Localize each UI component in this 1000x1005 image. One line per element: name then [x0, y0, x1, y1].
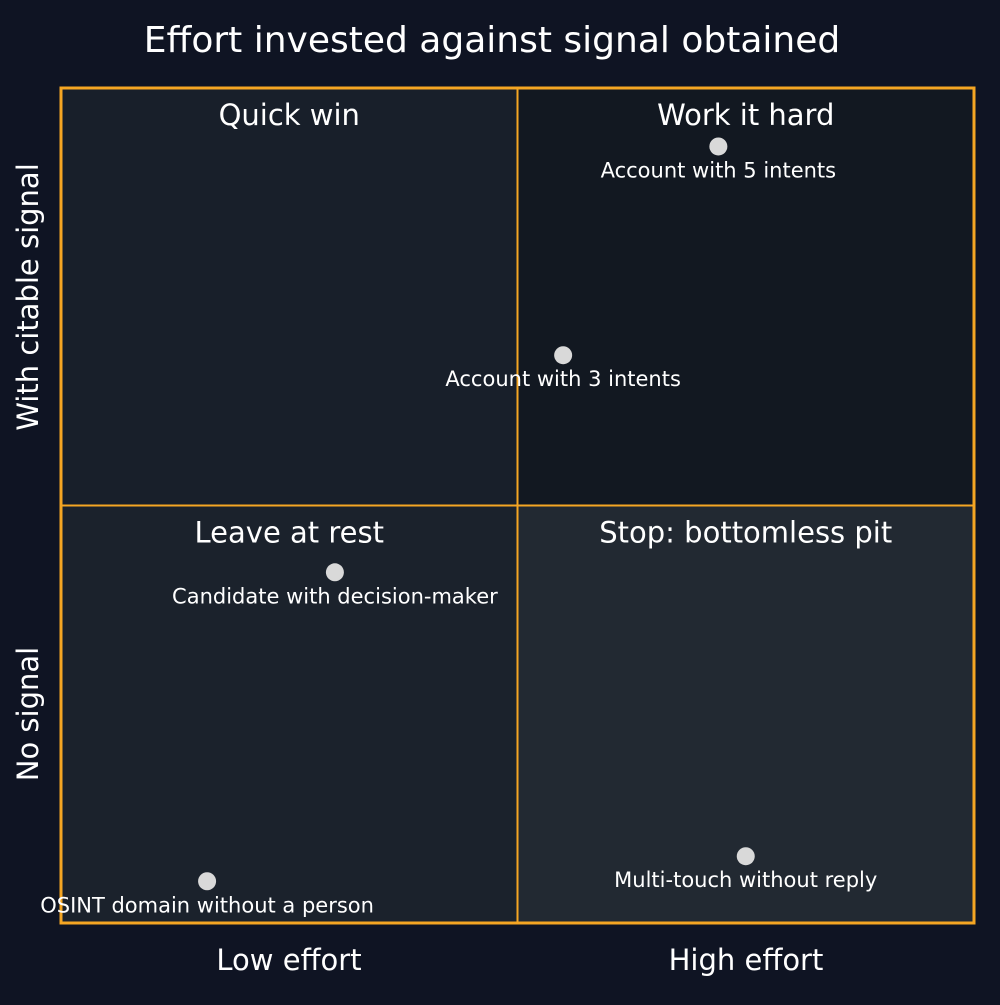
data-point-label: Account with 3 intents [445, 367, 681, 391]
data-point-label: OSINT domain without a person [40, 893, 374, 917]
quadrant-label-bottom-left: Leave at rest [195, 516, 384, 550]
quadrant-top-right [517, 88, 974, 506]
data-point-label: Multi-touch without reply [614, 868, 877, 892]
quadrant-layer: Quick win Work it hard Leave at rest Stop: … [61, 88, 974, 923]
data-point [736, 847, 755, 866]
data-point [554, 346, 573, 365]
quadrant-top-left [61, 88, 518, 506]
quadrant-label-bottom-right: Stop: bottomless pit [599, 516, 892, 550]
x-axis-label-high: High effort [669, 943, 824, 977]
x-axis-label-low: Low effort [216, 943, 361, 977]
quadrant-bottom-left [61, 505, 518, 923]
y-axis-label-low: No signal [11, 647, 45, 781]
chart-frame [59, 86, 976, 925]
quadrant-label-top-left: Quick win [219, 98, 360, 132]
quadrant-label-top-right: Work it hard [657, 98, 834, 132]
y-axis-label-high: With citable signal [11, 163, 45, 431]
data-point [198, 872, 217, 891]
chart-title: Effort invested against signal obtained [144, 20, 840, 61]
data-point [325, 563, 344, 582]
point-layer: Account with 5 intents Account with 3 int… [40, 137, 877, 917]
data-point-label: Account with 5 intents [601, 158, 837, 182]
data-point-label: Candidate with decision-maker [172, 584, 498, 608]
data-point [709, 137, 728, 156]
frame-layer [59, 86, 976, 925]
